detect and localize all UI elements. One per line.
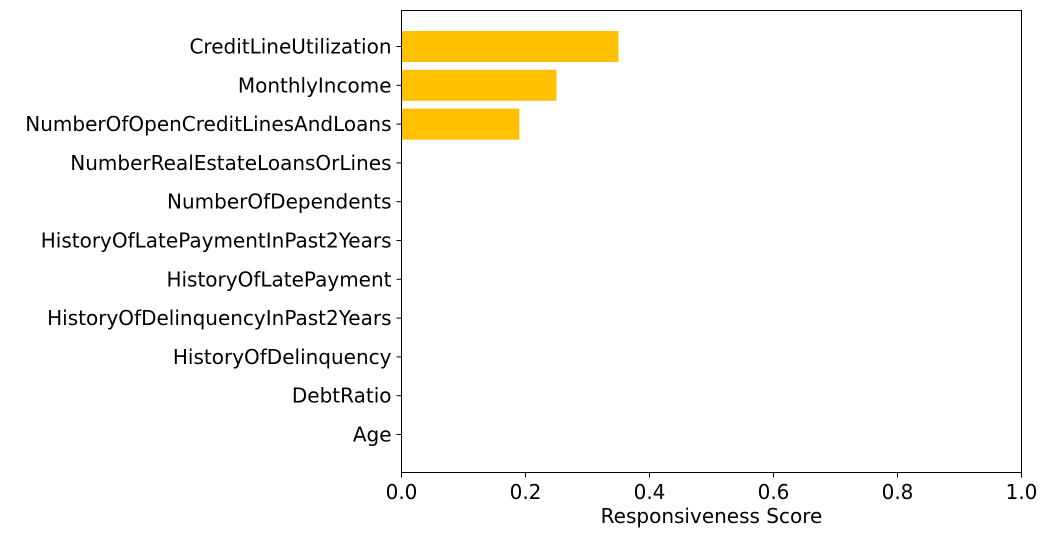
x-tick-label: 1.0 — [1006, 480, 1038, 504]
x-axis-ticks: 0.0 0.2 0.4 0.6 0.8 1.0 — [386, 472, 1038, 504]
y-tick-label: DebtRatio — [292, 384, 392, 408]
y-tick-label: NumberRealEstateLoansOrLines — [70, 151, 391, 175]
bars-layer — [401, 31, 619, 140]
x-axis-label: Responsiveness Score — [601, 504, 823, 528]
x-tick-label: 0.6 — [758, 480, 790, 504]
plot-area-frame — [401, 10, 1022, 473]
y-tick-label: HistoryOfDelinquencyInPast2Years — [47, 306, 391, 330]
x-tick-label: 0.0 — [386, 480, 418, 504]
bar — [401, 108, 520, 140]
y-tick-label: CreditLineUtilization — [189, 35, 391, 59]
y-tick-label: HistoryOfLatePaymentInPast2Years — [41, 229, 392, 253]
y-tick-label: NumberOfOpenCreditLinesAndLoans — [25, 112, 391, 136]
y-tick-label: HistoryOfLatePayment — [166, 267, 391, 291]
y-tick-label: MonthlyIncome — [238, 73, 392, 97]
x-tick-label: 0.8 — [882, 480, 914, 504]
bar — [401, 31, 619, 62]
y-tick-label: Age — [353, 423, 392, 447]
x-tick-label: 0.2 — [510, 480, 542, 504]
x-tick-label: 0.4 — [634, 480, 666, 504]
y-tick-label: HistoryOfDelinquency — [173, 345, 392, 369]
bar — [401, 69, 557, 101]
y-tick-label: NumberOfDependents — [167, 190, 391, 214]
y-axis-ticks: CreditLineUtilization MonthlyIncome Number… — [25, 35, 402, 447]
